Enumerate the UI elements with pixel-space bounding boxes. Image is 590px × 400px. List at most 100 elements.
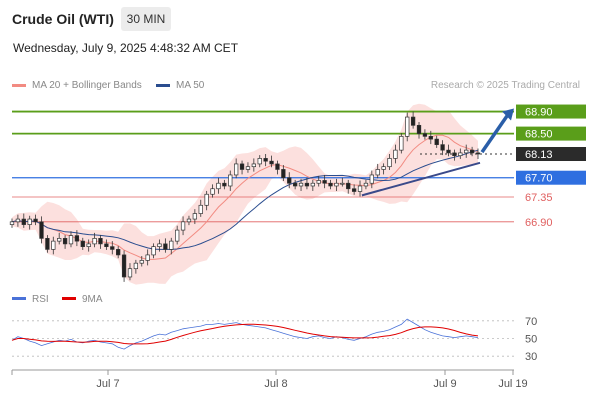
candle-body xyxy=(15,218,21,223)
candle-body xyxy=(9,221,15,225)
rsi-swatch xyxy=(12,297,26,300)
candle-body xyxy=(98,238,103,245)
candle-body xyxy=(228,174,233,187)
candle-body xyxy=(39,221,44,239)
candle-body xyxy=(452,152,457,157)
level-label-68.90: 68.90 xyxy=(525,107,553,119)
level-label-68.50: 68.50 xyxy=(525,129,553,141)
candle-body xyxy=(322,180,327,184)
candle-body xyxy=(334,182,339,187)
ma50-swatch xyxy=(156,83,170,87)
candle-body xyxy=(422,133,428,137)
candle-body xyxy=(257,158,262,165)
ma50-line xyxy=(11,149,479,250)
candle-body xyxy=(275,163,280,170)
x-tick-label: Jul 7 xyxy=(96,378,119,390)
x-tick-label: Jul 9 xyxy=(433,378,456,390)
candle-body xyxy=(198,204,203,214)
candle-body xyxy=(464,149,469,154)
candle-body xyxy=(80,240,85,247)
candle-body xyxy=(74,235,80,242)
candle-body xyxy=(458,152,463,157)
candle-body xyxy=(116,249,121,256)
candle-body xyxy=(281,169,286,179)
candle-body xyxy=(222,182,227,187)
candle-body xyxy=(475,152,481,155)
candle-body xyxy=(363,182,369,187)
rsi-ma-legend-label: 9MA xyxy=(82,294,103,305)
candle-body xyxy=(86,243,91,247)
ma20-swatch xyxy=(12,83,26,87)
x-tick-label: Jul 19 xyxy=(498,378,527,390)
candle-body xyxy=(104,243,109,247)
candle-body xyxy=(121,254,127,278)
candle-body xyxy=(163,243,168,250)
candle-body xyxy=(68,235,74,245)
candle-body xyxy=(139,260,144,264)
rsi-tick-30: 30 xyxy=(525,351,537,363)
candle-body xyxy=(405,116,410,137)
rsi-tick-70: 70 xyxy=(525,316,537,328)
candle-body xyxy=(375,169,380,176)
candle-body xyxy=(298,182,304,187)
candle-body xyxy=(151,246,156,256)
candle-body xyxy=(263,158,268,162)
candle-body xyxy=(234,163,239,176)
candle-body xyxy=(157,243,162,247)
forecast-arrow-shaft xyxy=(480,113,510,154)
trendline xyxy=(361,161,481,197)
candle-body xyxy=(175,229,180,242)
legend-ma20: MA 20 + Bollinger Bands xyxy=(12,80,142,91)
candle-body xyxy=(204,193,209,206)
candle-body xyxy=(145,254,150,261)
chart-title: Crude Oil (WTI) xyxy=(12,11,114,27)
candle-body xyxy=(210,188,215,195)
x-tick-label: Jul 8 xyxy=(264,378,287,390)
candle-body xyxy=(328,182,333,187)
candle-body xyxy=(440,144,445,151)
rsi-legend-label: RSI xyxy=(32,294,49,305)
candle-body xyxy=(316,180,321,184)
candle-body xyxy=(192,213,198,220)
candle-body xyxy=(469,149,475,154)
candle-body xyxy=(357,185,363,192)
rsi-ma-swatch xyxy=(62,297,76,300)
candle-body xyxy=(287,177,292,184)
ma50-label: MA 50 xyxy=(176,80,205,91)
candle-body xyxy=(369,174,374,184)
candle-body xyxy=(133,262,139,270)
candle-body xyxy=(62,238,68,245)
candle-body xyxy=(410,116,416,126)
candle-body xyxy=(186,218,192,223)
candle-body xyxy=(51,240,56,250)
chart-credit: Research © 2025 Trading Central xyxy=(430,80,580,91)
candle-body xyxy=(381,166,386,170)
rsi-ma-line xyxy=(11,323,479,345)
candle-body xyxy=(45,238,50,250)
candle-body xyxy=(310,182,315,187)
chart-header: Crude Oil (WTI) 30 MIN Wednesday, July 9… xyxy=(0,0,590,70)
level-label-67.35: 67.35 xyxy=(525,192,553,204)
candle-body xyxy=(57,238,62,242)
candle-body xyxy=(340,182,345,185)
candle-body xyxy=(304,182,310,187)
candle-body xyxy=(33,218,38,223)
candle-body xyxy=(251,163,256,168)
level-label-66.90: 66.90 xyxy=(525,217,553,229)
candle-body xyxy=(110,246,115,250)
level-label-67.70: 67.70 xyxy=(525,173,553,185)
bollinger-band xyxy=(12,103,478,285)
level-tag-67.70 xyxy=(516,170,586,185)
level-tag-68.50 xyxy=(516,126,586,141)
candle-body xyxy=(292,182,298,187)
candle-body xyxy=(180,221,186,231)
candle-body xyxy=(416,124,422,134)
candle-body xyxy=(434,138,439,145)
timeframe-button[interactable]: 30 MIN xyxy=(121,7,171,31)
legend-ma50: MA 50 xyxy=(156,80,204,91)
candle-body xyxy=(387,158,392,168)
candle-body xyxy=(399,136,404,151)
ma20-line xyxy=(11,134,479,260)
candle-body xyxy=(92,238,97,245)
